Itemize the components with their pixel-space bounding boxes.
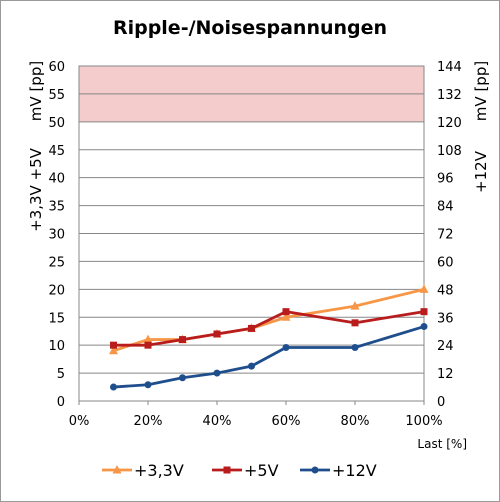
- legend-33v-label: +3,3V: [134, 461, 184, 480]
- series-5v-point: [420, 308, 428, 316]
- y-tick-label-right: 48: [437, 283, 454, 298]
- y-tick-label-right: 0: [437, 395, 445, 410]
- series-12v-point: [420, 323, 428, 331]
- y-tick-label-left: 30: [48, 228, 65, 243]
- y-tick-label-left: 25: [48, 255, 65, 270]
- y-tick-label-left: 50: [48, 116, 65, 131]
- x-tick-label: 100%: [405, 414, 442, 429]
- series-33v-point: [419, 284, 429, 293]
- y-tick-label-left: 60: [48, 60, 65, 75]
- series-33v-point: [350, 301, 360, 310]
- series-5v-point: [282, 308, 290, 316]
- y-tick-label-right: 96: [437, 172, 454, 187]
- series-33v-point: [281, 312, 291, 321]
- series-12v-point: [179, 374, 186, 382]
- y-axis-unit-left: mV [pp]: [27, 61, 45, 121]
- series-12v-point: [351, 343, 359, 351]
- y-tick-label-right: 144: [437, 60, 462, 75]
- series-5v-point: [213, 330, 221, 338]
- y-tick-label-right: 108: [437, 144, 462, 159]
- series-5v-point: [144, 341, 152, 349]
- y-axis-label-left: +3,3V +5V: [27, 147, 45, 232]
- y-tick-label-left: 40: [48, 172, 65, 187]
- y-tick-label-right: 36: [437, 311, 454, 326]
- y-tick-label-left: 0: [57, 395, 65, 410]
- x-tick-label: 20%: [134, 414, 163, 429]
- legend-5v-label: +5V: [244, 461, 279, 480]
- plot-frame: [78, 65, 425, 402]
- legend-12v-marker: [311, 466, 319, 474]
- series-5v-point: [351, 319, 359, 327]
- y-tick-label-left: 20: [48, 283, 65, 298]
- y-axis-label-right: +12V: [472, 150, 490, 193]
- x-tick-label: 0%: [69, 414, 90, 429]
- y-tick-label-left: 10: [48, 339, 65, 354]
- x-tick-label: 80%: [341, 414, 370, 429]
- y-tick-label-left: 35: [48, 200, 65, 215]
- y-tick-label-right: 24: [437, 339, 454, 354]
- x-tick-label: 60%: [272, 414, 301, 429]
- series-12v-point: [213, 369, 221, 377]
- y-axis-unit-right: mV [pp]: [472, 61, 490, 121]
- y-tick-label-right: 132: [437, 88, 462, 103]
- y-tick-label-right: 60: [437, 255, 454, 270]
- legend-33v-marker: [112, 465, 122, 474]
- series-5v-point: [110, 341, 117, 349]
- x-axis-label: Last [%]: [417, 437, 467, 451]
- y-tick-label-right: 120: [437, 116, 462, 131]
- y-tick-label-left: 15: [48, 311, 65, 326]
- series-33v-point: [109, 345, 118, 355]
- y-tick-label-left: 55: [48, 88, 65, 103]
- series-5v-point: [179, 336, 186, 344]
- series-12v-point: [282, 343, 290, 351]
- series-5v-point: [248, 324, 255, 332]
- y-tick-label-left: 5: [57, 367, 65, 382]
- series-5v-line: [113, 310, 425, 347]
- y-tick-label-right: 72: [437, 228, 454, 243]
- series-12v-point: [144, 381, 152, 389]
- series-12v-point: [248, 362, 255, 370]
- series-12v-point: [110, 383, 117, 391]
- legend-5v-marker: [223, 466, 231, 474]
- y-tick-label-right: 84: [437, 200, 454, 215]
- series-12v-line: [113, 325, 425, 389]
- chart-title: Ripple-/Noisespannungen: [113, 17, 387, 39]
- y-tick-label-right: 12: [437, 367, 454, 382]
- x-tick-label: 40%: [203, 414, 232, 429]
- y-tick-label-left: 45: [48, 144, 65, 159]
- series-33v-point: [143, 334, 153, 344]
- legend-12v-label: +12V: [332, 461, 377, 480]
